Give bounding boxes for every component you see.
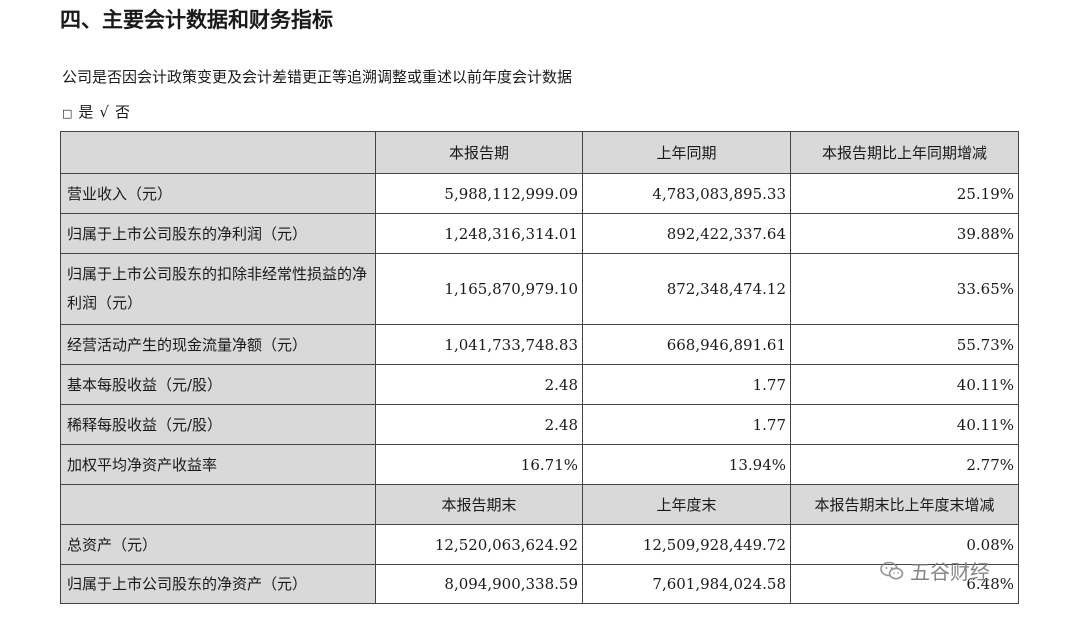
check-mark-icon: √ bbox=[99, 103, 109, 121]
table-row: 归属于上市公司股东的净利润（元） 1,248,316,314.01 892,42… bbox=[60, 213, 1019, 254]
choice-no: 否 bbox=[114, 103, 130, 121]
watermark: 五谷财经 bbox=[880, 556, 990, 585]
table-row: 基本每股收益（元/股） 2.48 1.77 40.11% bbox=[60, 364, 1019, 405]
table-cell: 12,520,063,624.92 bbox=[375, 524, 583, 565]
table-cell: 0.08% bbox=[790, 524, 1019, 565]
table-cell: 1,041,733,748.83 bbox=[375, 324, 583, 365]
row-label: 营业收入（元） bbox=[60, 173, 376, 214]
column-header: 上年同期 bbox=[582, 131, 791, 174]
table-cell: 33.65% bbox=[790, 253, 1019, 325]
column-header: 本报告期 bbox=[375, 131, 583, 174]
table-cell: 25.19% bbox=[790, 173, 1019, 214]
restatement-choices: □ 是 √ 否 bbox=[62, 101, 130, 122]
column-header: 本报告期末 bbox=[375, 484, 583, 525]
table-cell: 55.73% bbox=[790, 324, 1019, 365]
restatement-question: 公司是否因会计政策变更及会计差错更正等追溯调整或重述以前年度会计数据 bbox=[62, 68, 573, 86]
table-row: 总资产（元） 12,520,063,624.92 12,509,928,449.… bbox=[60, 524, 1019, 565]
table-cell: 13.94% bbox=[582, 444, 791, 485]
choice-yes: 是 bbox=[78, 103, 94, 121]
table-cell: 2.48 bbox=[375, 404, 583, 445]
table-cell: 7,601,984,024.58 bbox=[582, 564, 791, 604]
table-row: 营业收入（元） 5,988,112,999.09 4,783,083,895.3… bbox=[60, 173, 1019, 214]
table-cell: 892,422,337.64 bbox=[582, 213, 791, 254]
table-cell: 4,783,083,895.33 bbox=[582, 173, 791, 214]
wechat-icon bbox=[880, 561, 904, 581]
row-label: 总资产（元） bbox=[60, 524, 376, 565]
table-cell: 8,094,900,338.59 bbox=[375, 564, 583, 604]
table-row: 归属于上市公司股东的净资产（元） 8,094,900,338.59 7,601,… bbox=[60, 564, 1019, 604]
row-label: 归属于上市公司股东的净资产（元） bbox=[60, 564, 376, 604]
table-cell: 16.71% bbox=[375, 444, 583, 485]
table-cell: 5,988,112,999.09 bbox=[375, 173, 583, 214]
row-label: 经营活动产生的现金流量净额（元） bbox=[60, 324, 376, 365]
row-label: 加权平均净资产收益率 bbox=[60, 444, 376, 485]
row-label: 归属于上市公司股东的净利润（元） bbox=[60, 213, 376, 254]
header-empty-cell bbox=[60, 484, 376, 525]
table-row: 归属于上市公司股东的扣除非经常性损益的净利润（元） 1,165,870,979.… bbox=[60, 253, 1019, 325]
table-cell: 39.88% bbox=[790, 213, 1019, 254]
table-cell: 1.77 bbox=[582, 364, 791, 405]
column-header: 上年度末 bbox=[582, 484, 791, 525]
table-cell: 1,248,316,314.01 bbox=[375, 213, 583, 254]
table-row: 稀释每股收益（元/股） 2.48 1.77 40.11% bbox=[60, 404, 1019, 445]
table-cell: 12,509,928,449.72 bbox=[582, 524, 791, 565]
table-cell: 1,165,870,979.10 bbox=[375, 253, 583, 325]
table-cell: 668,946,891.61 bbox=[582, 324, 791, 365]
table-cell: 40.11% bbox=[790, 364, 1019, 405]
table-cell: 872,348,474.12 bbox=[582, 253, 791, 325]
table-cell: 2.48 bbox=[375, 364, 583, 405]
column-header: 本报告期比上年同期增减 bbox=[790, 131, 1019, 174]
row-label: 基本每股收益（元/股） bbox=[60, 364, 376, 405]
column-header: 本报告期末比上年度末增减 bbox=[790, 484, 1019, 525]
unchecked-box-icon: □ bbox=[62, 107, 73, 120]
watermark-text: 五谷财经 bbox=[910, 560, 990, 584]
table-header-row: 本报告期 上年同期 本报告期比上年同期增减 bbox=[60, 131, 1019, 174]
table-cell: 2.77% bbox=[790, 444, 1019, 485]
row-label: 归属于上市公司股东的扣除非经常性损益的净利润（元） bbox=[60, 253, 376, 325]
financial-indicators-table: 本报告期 上年同期 本报告期比上年同期增减 营业收入（元） 5,988,112,… bbox=[60, 131, 1019, 604]
table-cell: 40.11% bbox=[790, 404, 1019, 445]
table-cell: 6.48% bbox=[790, 564, 1019, 604]
header-empty-cell bbox=[60, 131, 376, 174]
table-cell: 1.77 bbox=[582, 404, 791, 445]
row-label: 稀释每股收益（元/股） bbox=[60, 404, 376, 445]
table-row: 经营活动产生的现金流量净额（元） 1,041,733,748.83 668,94… bbox=[60, 324, 1019, 365]
table-row: 加权平均净资产收益率 16.71% 13.94% 2.77% bbox=[60, 444, 1019, 485]
table-header-row: 本报告期末 上年度末 本报告期末比上年度末增减 bbox=[60, 484, 1019, 525]
section-heading: 四、主要会计数据和财务指标 bbox=[60, 8, 333, 32]
